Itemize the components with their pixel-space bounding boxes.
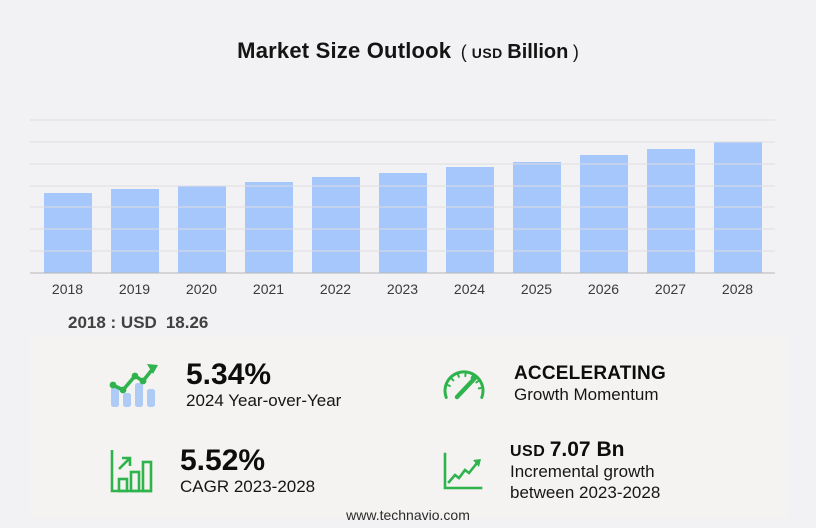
x-tick-label: 2021 [252,281,285,297]
stats-panel: 5.34% 2024 Year-over-Year [30,336,787,518]
x-tick-label: 2018 [51,281,84,297]
stat-incremental: USD 7.07 Bn Incremental growth between 2… [422,428,787,514]
x-tick-label: 2019 [118,281,151,297]
gridline [30,163,775,165]
title-paren-close: ) [572,42,579,62]
x-tick-label: 2025 [520,281,553,297]
bar [646,148,695,273]
title-paren-open: ( [460,42,467,62]
bar [43,193,92,273]
gridline [30,228,775,230]
stat-momentum-value: ACCELERATING [514,363,666,385]
x-tick-label: 2024 [453,281,486,297]
incremental-line-icon [440,450,484,492]
title-currency: USD [471,45,503,61]
x-tick-label: 2022 [319,281,352,297]
gridline [30,206,775,208]
stat-momentum-label: Growth Momentum [514,385,659,405]
stat-momentum-text: ACCELERATING Growth Momentum [514,364,666,405]
base-year-annotation: 2018 : USD 18.26 [68,313,208,333]
x-tick-label: 2020 [185,281,218,297]
x-tick-label: 2023 [386,281,419,297]
bar [311,177,360,273]
base-year-value: 18.26 [165,313,209,332]
stat-cagr-label: CAGR 2023-2028 [180,477,316,497]
x-axis-labels: 2018 2019 2020 2021 2022 2023 2024 2025 2026 2027… [34,281,771,297]
bar [512,161,561,273]
bar [244,182,293,273]
stat-incremental-value: 7.07 Bn [549,437,625,461]
bar [378,172,427,273]
gridline [30,119,775,121]
stat-incremental-value-line: USD 7.07 Bn [510,437,660,461]
title-unit: Billion [507,41,569,63]
gridline [30,185,775,187]
stat-yoy-label: 2024 Year-over-Year [186,391,342,411]
cagr-bar-chart-icon [108,448,154,494]
stat-cagr-value: 5.52% [180,443,266,477]
stat-yoy: 5.34% 2024 Year-over-Year [30,342,422,428]
footer-url: www.technavio.com [346,507,470,523]
x-axis-line [30,272,775,274]
stat-incremental-label2: between 2023-2028 [510,483,661,503]
stat-incremental-label: Incremental growth [510,461,655,481]
gridline [30,141,775,143]
gauge-icon [440,364,488,406]
x-tick-label: 2027 [654,281,687,297]
stat-cagr-text: 5.52% CAGR 2023-2028 [180,445,315,498]
yoy-bar-chart-icon [108,361,160,409]
stat-incremental-prefix: USD [510,442,546,460]
chart-title: Market Size Outlook ( USD Billion ) [0,38,816,64]
bar [110,189,159,273]
x-tick-label: 2026 [587,281,620,297]
x-tick-label: 2028 [721,281,754,297]
gridline [30,250,775,252]
base-year-label: 2018 : USD [68,313,157,332]
plot-area [30,119,775,274]
chart-title-main: Market Size Outlook [237,38,452,63]
stat-momentum: ACCELERATING Growth Momentum [422,342,787,428]
stat-yoy-value: 5.34% [186,357,272,391]
stat-cagr: 5.52% CAGR 2023-2028 [30,428,422,514]
stat-yoy-text: 5.34% 2024 Year-over-Year [186,359,341,412]
stat-incremental-text: USD 7.07 Bn Incremental growth between 2… [510,437,661,504]
bar [445,167,494,273]
bar [579,155,628,273]
